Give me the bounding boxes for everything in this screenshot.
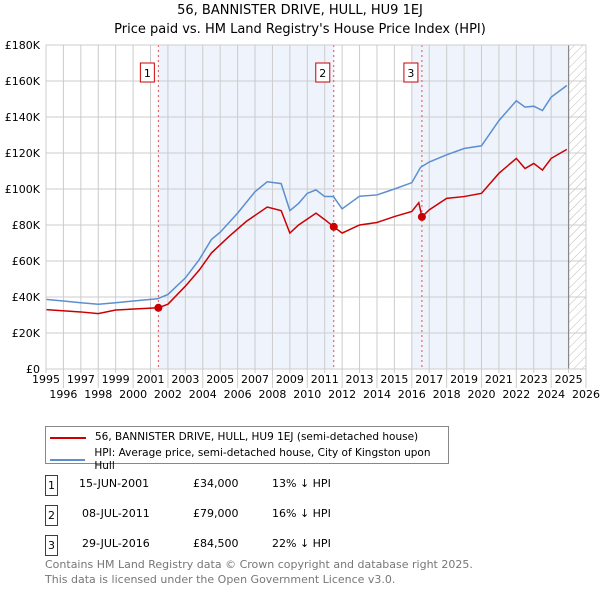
x-tick-label: 2004 (189, 388, 217, 401)
x-tick-label: 2022 (502, 388, 530, 401)
transaction-number: 2 (45, 505, 58, 526)
legend-label-hpi: HPI: Average price, semi-detached house,… (94, 447, 431, 472)
price-chart: 1995 1996 1997 1998 1999 2000 2001 2002 2003 2004… (5, 39, 600, 401)
legend: 56, BANNISTER DRIVE, HULL, HU9 1EJ (semi… (45, 426, 449, 472)
footer-copyright: Contains HM Land Registry data © Crown c… (45, 558, 473, 571)
legend-swatch-property (50, 436, 86, 439)
x-tick-label: 1999 (102, 373, 130, 386)
x-tick-label: 2016 (398, 388, 426, 401)
y-tick-label: £40K (12, 291, 41, 304)
x-tick-label: 2024 (537, 388, 565, 401)
sale-label: 3 (407, 67, 414, 80)
forecast-hatch (568, 45, 586, 369)
x-tick-label: 2023 (520, 373, 548, 386)
x-tick-label: 2020 (467, 388, 495, 401)
sale-point (329, 222, 338, 231)
x-tick-label: 2013 (346, 373, 374, 386)
transaction-hpi-diff: 22% ↓ HPI (272, 537, 331, 550)
x-tick-label: 1995 (32, 373, 60, 386)
x-tick-label: 2015 (380, 373, 408, 386)
shaded-period (411, 45, 569, 369)
transaction-price: £34,000 (193, 477, 239, 490)
legend-label-property: 56, BANNISTER DRIVE, HULL, HU9 1EJ (semi… (95, 431, 419, 443)
footer-licence: This data is licensed under the Open Gov… (45, 573, 396, 586)
y-tick-label: £100K (5, 183, 41, 196)
y-tick-label: £140K (5, 111, 41, 124)
x-tick-label: 1996 (49, 388, 77, 401)
x-tick-label: 2025 (555, 373, 583, 386)
legend-swatch-hpi (50, 459, 86, 461)
x-tick-label: 2019 (450, 373, 478, 386)
sale-label: 1 (144, 67, 151, 80)
y-tick-label: £20K (12, 327, 41, 340)
chart-subtitle: Price paid vs. HM Land Registry's House … (114, 22, 486, 37)
transaction-price: £79,000 (193, 507, 239, 520)
x-tick-label: 2001 (137, 373, 165, 386)
x-tick-label: 1997 (67, 373, 95, 386)
x-tick-label: 2018 (433, 388, 461, 401)
x-tick-label: 2017 (415, 373, 443, 386)
x-tick-label: 2026 (572, 388, 600, 401)
x-tick-label: 2021 (485, 373, 513, 386)
y-tick-label: £160K (5, 75, 41, 88)
y-tick-label: £180K (5, 39, 41, 52)
x-tick-label: 2005 (206, 373, 234, 386)
plot-border (45, 44, 587, 370)
property-price-line (45, 148, 568, 315)
chart-title: 56, BANNISTER DRIVE, HULL, HU9 1EJ (177, 3, 423, 18)
transaction-number: 1 (45, 475, 58, 496)
hpi-line (45, 84, 568, 305)
transaction-hpi-diff: 13% ↓ HPI (272, 477, 331, 490)
sale-point (154, 303, 163, 312)
legend-item-hpi: HPI: Average price, semi-detached house,… (50, 447, 448, 473)
y-tick-label: £120K (5, 147, 41, 160)
shaded-period (158, 45, 334, 369)
transaction-number: 3 (45, 535, 58, 556)
sale-point (417, 212, 426, 221)
legend-item-property: 56, BANNISTER DRIVE, HULL, HU9 1EJ (semi… (50, 431, 418, 444)
transaction-date: 29-JUL-2016 (82, 537, 150, 550)
x-tick-label: 2007 (241, 373, 269, 386)
y-tick-label: £0 (26, 363, 40, 376)
x-tick-label: 2003 (171, 373, 199, 386)
x-tick-label: 1998 (84, 388, 112, 401)
y-tick-label: £60K (12, 255, 41, 268)
sale-label-box (139, 62, 155, 83)
x-tick-label: 2011 (311, 373, 339, 386)
transaction-price: £84,500 (193, 537, 239, 550)
transaction-date: 08-JUL-2011 (82, 507, 150, 520)
x-tick-label: 2012 (328, 388, 356, 401)
transaction-hpi-diff: 16% ↓ HPI (272, 507, 331, 520)
x-tick-label: 2006 (224, 388, 252, 401)
sale-label-box (315, 62, 331, 83)
x-tick-label: 2014 (363, 388, 391, 401)
x-tick-label: 2002 (154, 388, 182, 401)
y-tick-label: £80K (12, 219, 41, 232)
sale-label-box (403, 62, 419, 83)
x-tick-label: 2009 (276, 373, 304, 386)
x-tick-label: 2000 (119, 388, 147, 401)
sale-label: 2 (319, 67, 326, 80)
transaction-date: 15-JUN-2001 (79, 477, 150, 490)
x-tick-label: 2010 (293, 388, 321, 401)
x-tick-label: 2008 (258, 388, 286, 401)
